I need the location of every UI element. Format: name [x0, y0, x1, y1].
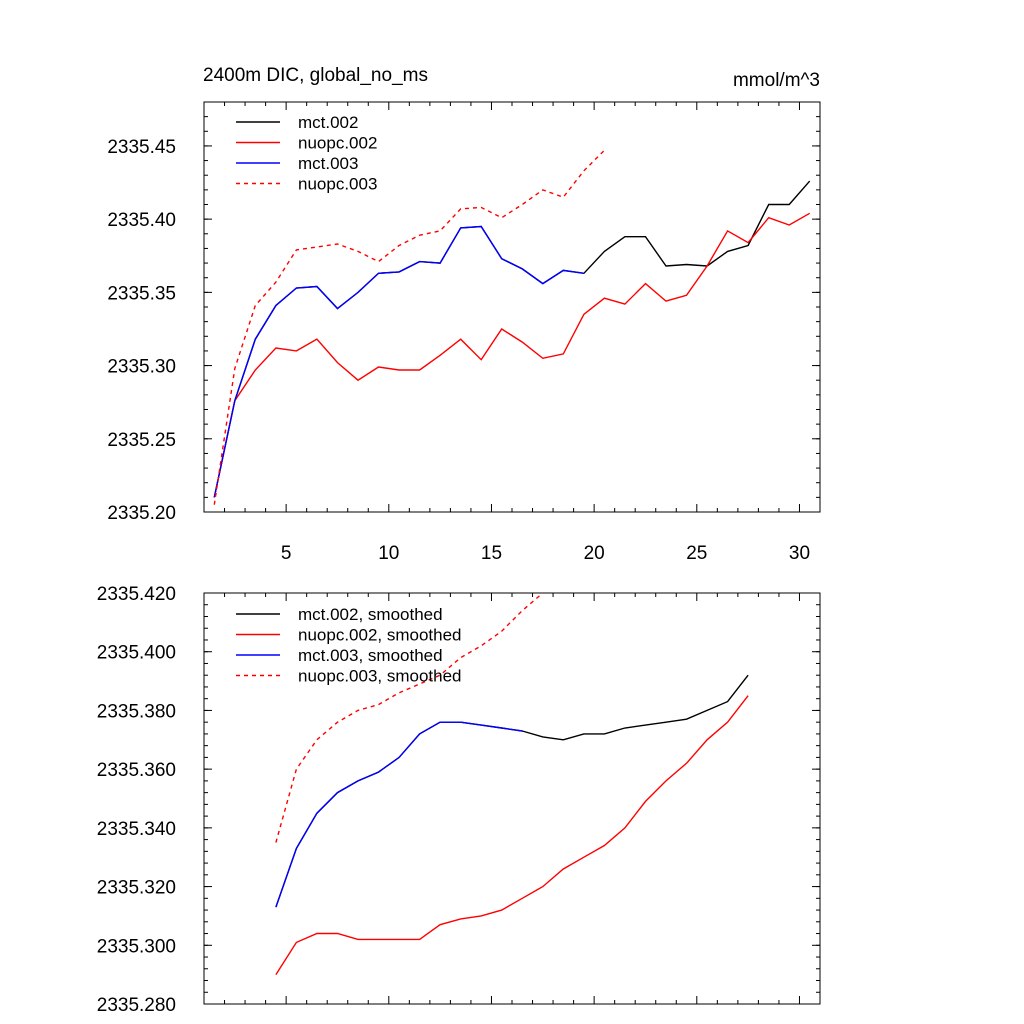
- series-line-mct-002-smoothed: [275, 674, 749, 908]
- legend-label: nuopc.002, smoothed: [298, 626, 462, 645]
- x-tick-label: 10: [378, 543, 399, 564]
- legend-label: mct.003: [298, 154, 358, 173]
- series-line-nuopc-003-smoothed: [275, 593, 544, 843]
- legend-label: mct.003, smoothed: [298, 646, 443, 665]
- units-label: mmol/m^3: [733, 70, 820, 91]
- legend-label: nuopc.002: [298, 134, 377, 153]
- chart-title: 2400m DIC, global_no_ms: [203, 65, 428, 86]
- y-tick-label: 2335.340: [97, 819, 176, 840]
- legend-label: mct.002: [298, 113, 358, 132]
- y-tick-label: 2335.300: [97, 936, 176, 957]
- x-tick-label: 15: [481, 543, 502, 564]
- series-line-nuopc-003: [213, 149, 605, 505]
- axis-ticks: 2335.280 2335.300 2335.320 2335.340 2335.360…: [97, 584, 821, 1016]
- series-line-nuopc-002: [213, 212, 811, 498]
- y-tick-label: 2335.360: [97, 760, 176, 781]
- y-tick-label: 2335.400: [97, 643, 176, 664]
- y-tick-label: 2335.420: [97, 584, 176, 605]
- axis-ticks: 2335.20 2335.25 2335.30 2335.35 2335.40 2335.…: [107, 101, 821, 564]
- y-tick-label: 2335.45: [107, 137, 176, 158]
- y-tick-label: 2335.380: [97, 701, 176, 722]
- bottom-panel: 2335.280 2335.300 2335.320 2335.340 2335.360…: [97, 584, 821, 1016]
- legend-label: nuopc.003: [298, 175, 377, 194]
- y-tick-label: 2335.280: [97, 995, 176, 1016]
- x-tick-label: 5: [281, 543, 292, 564]
- series-lines: [213, 149, 811, 505]
- x-tick-label: 20: [584, 543, 605, 564]
- y-tick-label: 2335.20: [107, 503, 176, 524]
- y-tick-label: 2335.320: [97, 878, 176, 899]
- legend: mct.002, smoothed nuopc.002, smoothedmct.…: [236, 605, 462, 686]
- y-tick-label: 2335.35: [107, 283, 176, 304]
- series-lines: [275, 593, 749, 975]
- x-tick-label: 30: [789, 543, 810, 564]
- top-panel: 2400m DIC, global_no_ms mmol/m^3 2335.20…: [107, 65, 821, 564]
- y-tick-label: 2335.40: [107, 210, 176, 231]
- y-tick-label: 2335.30: [107, 357, 176, 378]
- series-line-mct-003-smoothed: [275, 721, 523, 908]
- series-line-nuopc-002-smoothed: [275, 695, 749, 975]
- legend-label: nuopc.003, smoothed: [298, 667, 462, 686]
- y-tick-label: 2335.25: [107, 430, 176, 451]
- plot-frame: [203, 101, 821, 513]
- legend-label: mct.002, smoothed: [298, 605, 443, 624]
- series-line-mct-002: [213, 180, 811, 498]
- x-tick-label: 25: [686, 543, 707, 564]
- series-line-mct-003: [213, 225, 584, 498]
